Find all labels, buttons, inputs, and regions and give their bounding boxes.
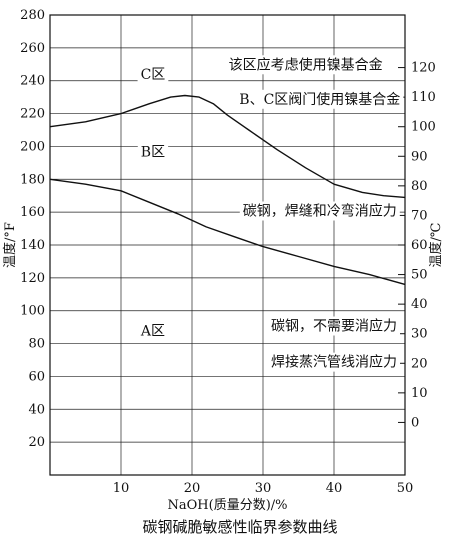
y-tick-label-right: 20 <box>411 356 428 371</box>
y-tick-label-left: 140 <box>20 238 45 253</box>
zone-label: A区 <box>140 323 165 339</box>
annotation-background <box>236 89 404 109</box>
annotation-text: 碳钢，焊缝和冷弯消应力 <box>243 203 397 220</box>
y-axis-label-right: 温度/℃ <box>428 223 444 268</box>
y-tick-label-right: 30 <box>411 327 428 342</box>
grid-lines <box>50 14 405 475</box>
upper-boundary-curve <box>49 94 406 199</box>
y-tick-label-right: 100 <box>411 120 436 135</box>
y-tick-label-right: 40 <box>411 297 428 312</box>
zone-label: B区 <box>141 144 165 160</box>
y-tick-label-right: 60 <box>411 238 428 253</box>
y-tick-label-left: 60 <box>28 369 45 384</box>
annotation-text: 该区应考虑使用镍基合金 <box>229 56 383 73</box>
x-tick-label: 50 <box>397 481 414 496</box>
y-tick-label-left: 240 <box>20 74 45 89</box>
annotation-text: 碳钢，不需要消应力 <box>271 318 397 335</box>
y-tick-label-right: 120 <box>411 61 436 76</box>
y-tick-label-left: 160 <box>20 205 45 220</box>
y-axis-label-left: 温度/°F <box>2 222 18 268</box>
annotation-background <box>137 66 169 85</box>
annotation-background <box>137 143 169 162</box>
x-tick-label: 40 <box>326 481 343 496</box>
annotation-text: 焊接蒸汽管线消应力 <box>271 354 397 371</box>
x-tick-label: 10 <box>113 481 130 496</box>
series-layer <box>49 94 406 286</box>
y-tick-label-right: 50 <box>411 268 428 283</box>
annotation-background <box>136 322 169 341</box>
x-tick-label: 30 <box>255 481 272 496</box>
y-tick-label-left: 260 <box>20 41 45 56</box>
y-tick-label-right: 110 <box>411 90 436 105</box>
annotation-text: B、C区阀门使用镍基合金 <box>239 91 400 108</box>
annotation-background <box>239 201 400 221</box>
y-tick-label-left: 20 <box>28 435 45 450</box>
ticks-layer: 2040608010012014016018020022024026028010… <box>20 8 436 496</box>
x-tick-label: 20 <box>184 481 201 496</box>
zone-label: C区 <box>141 67 166 83</box>
annotation-background <box>268 352 400 372</box>
annotation-background <box>225 55 386 75</box>
y-tick-label-right: 10 <box>411 386 428 401</box>
y-tick-label-left: 120 <box>20 271 45 286</box>
y-tick-label-left: 200 <box>20 139 45 154</box>
x-axis-label: NaOH(质量分数)/% <box>168 498 288 513</box>
y-tick-label-left: 40 <box>28 402 45 417</box>
y-tick-label-right: 90 <box>411 149 428 164</box>
y-tick-label-right: 70 <box>411 208 428 223</box>
y-tick-label-left: 100 <box>20 304 45 319</box>
y-tick-label-left: 180 <box>20 172 45 187</box>
annotation-background <box>268 316 400 336</box>
y-tick-label-left: 220 <box>20 107 45 122</box>
y-tick-label-left: 80 <box>28 337 45 352</box>
chart-caption: 碳钢碱脆敏感性临界参数曲线 <box>142 518 337 536</box>
y-tick-label-left: 280 <box>20 8 45 23</box>
y-tick-label-right: 0 <box>411 415 419 430</box>
y-tick-label-right: 80 <box>411 179 428 194</box>
lower-boundary-curve <box>49 178 406 286</box>
